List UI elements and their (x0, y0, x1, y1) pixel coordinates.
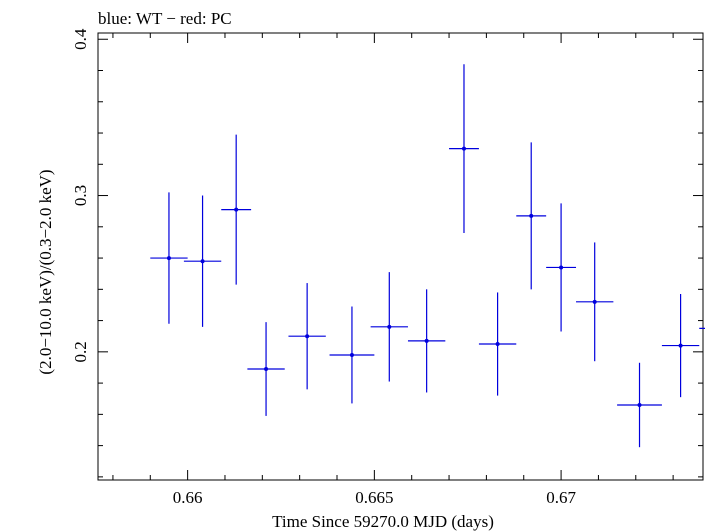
point-marker (305, 334, 310, 339)
point-marker (495, 342, 500, 347)
data-point (661, 294, 700, 398)
data-point (183, 195, 222, 327)
data-point (288, 283, 326, 390)
data-point (370, 272, 408, 382)
data-point (221, 134, 252, 285)
point-marker (461, 146, 466, 151)
chart-title: blue: WT − red: PC (98, 9, 232, 28)
point-marker (529, 213, 534, 218)
point-marker (200, 259, 205, 264)
plot-frame (97, 32, 704, 481)
point-marker (349, 352, 354, 357)
x-tick-label: 0.66 (173, 488, 203, 507)
point-marker (264, 367, 269, 372)
x-tick-label: 0.67 (546, 488, 576, 507)
x-tick-label: 0.665 (355, 488, 393, 507)
point-marker (678, 343, 683, 348)
point-marker (424, 338, 429, 343)
data-point (449, 64, 479, 234)
data-point (617, 362, 662, 448)
data-points (150, 64, 705, 448)
data-point (329, 306, 375, 404)
point-marker (387, 324, 392, 329)
point-marker (637, 402, 642, 407)
point-marker (559, 265, 564, 270)
x-axis-label: Time Since 59270.0 MJD (days) (272, 512, 494, 531)
data-point (699, 327, 705, 329)
y-tick-label: 0.2 (71, 341, 90, 362)
data-point (478, 292, 517, 396)
point-marker (166, 256, 171, 261)
data-point (407, 289, 446, 393)
data-point (150, 192, 188, 324)
data-point (516, 142, 547, 290)
point-marker (592, 299, 597, 304)
data-point (247, 322, 285, 416)
data-point (546, 203, 577, 332)
y-tick-label: 0.4 (71, 28, 90, 50)
point-marker (234, 207, 239, 212)
y-tick-label: 0.3 (71, 185, 90, 206)
y-axis-label: (2.0−10.0 keV)/(0.3−2.0 keV) (36, 169, 55, 374)
data-point (576, 242, 614, 362)
